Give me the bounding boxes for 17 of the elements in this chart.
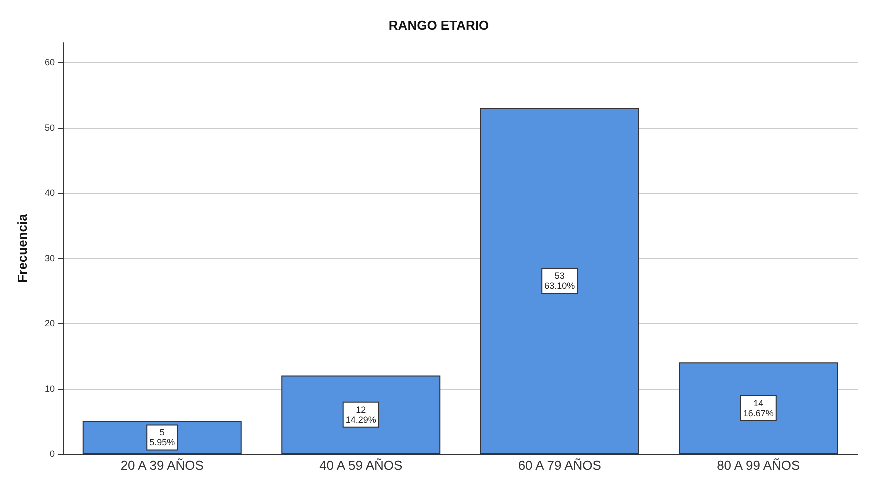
data-label: 12 14.29% (346, 404, 376, 425)
x-tick-label: 40 A 59 AÑOS (320, 458, 404, 473)
y-tick-label: 10 (44, 384, 55, 394)
y-tick-label: 20 (44, 318, 55, 329)
y-tick-label: 40 (44, 188, 55, 198)
y-tick-label: 60 (44, 58, 55, 68)
y-tick-label: 50 (44, 122, 55, 133)
data-label: 53 63.10% (544, 271, 576, 292)
y-tick-label: 30 (44, 253, 55, 264)
x-tick-label: 20 A 39 AÑOS (120, 458, 204, 473)
y-tick-label: 0 (50, 449, 55, 459)
x-tick-label: 80 A 99 AÑOS (717, 458, 801, 473)
chart-title: RANGO ETARIO (388, 18, 490, 33)
x-tick-label: 60 A 79 AÑOS (518, 458, 602, 473)
data-label: 5 5.95% (150, 428, 176, 448)
y-axis-title: Frecuencia (15, 213, 30, 283)
data-label: 14 16.67% (743, 398, 774, 418)
